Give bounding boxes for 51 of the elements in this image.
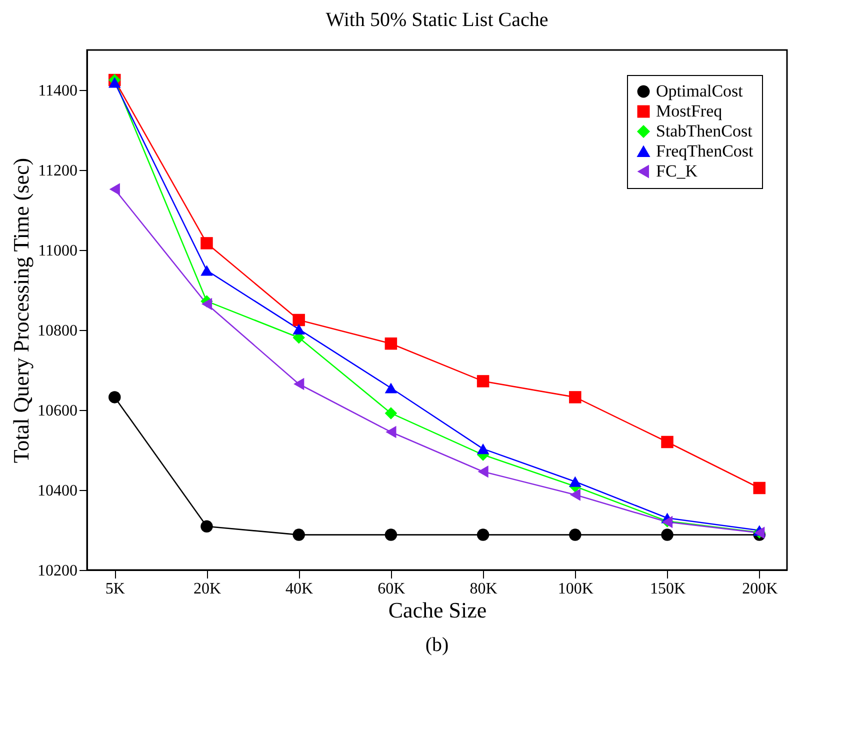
point bbox=[292, 314, 305, 326]
point bbox=[661, 436, 674, 448]
legend-label: StabThenCost bbox=[656, 122, 753, 140]
legend-label: OptimalCost bbox=[656, 82, 744, 100]
text: (b) bbox=[425, 634, 449, 656]
point bbox=[200, 265, 213, 276]
y-tick-label: 10600 bbox=[38, 402, 78, 420]
x-tick-label: 100K bbox=[558, 580, 594, 598]
y-tick-label: 11200 bbox=[38, 162, 78, 180]
point bbox=[292, 324, 305, 335]
x-tick-label: 60K bbox=[378, 580, 406, 598]
point bbox=[661, 528, 674, 541]
y-tick-label: 10400 bbox=[38, 482, 78, 500]
point bbox=[294, 378, 304, 390]
point bbox=[109, 183, 120, 196]
point bbox=[570, 488, 580, 501]
point bbox=[569, 391, 582, 404]
point bbox=[386, 426, 396, 438]
x-tick-label: 40K bbox=[286, 580, 314, 598]
point bbox=[476, 443, 490, 454]
point bbox=[753, 482, 766, 494]
point bbox=[384, 337, 398, 350]
point bbox=[384, 382, 398, 394]
legend-label: MostFreq bbox=[656, 102, 723, 120]
legend-label: FreqThenCost bbox=[656, 142, 754, 160]
y-tick-label: 10200 bbox=[38, 562, 78, 580]
point bbox=[384, 407, 398, 420]
point bbox=[569, 476, 582, 487]
point bbox=[478, 465, 488, 478]
point bbox=[108, 391, 121, 404]
x-tick-label: 5K bbox=[105, 580, 126, 598]
point bbox=[476, 375, 490, 388]
x-tick-label: 150K bbox=[650, 580, 686, 598]
point bbox=[200, 237, 213, 250]
point bbox=[292, 528, 305, 541]
x-axis-title: Cache Size bbox=[388, 598, 487, 622]
point bbox=[201, 298, 212, 310]
y-axis-title: Total Query Processing Time (sec) bbox=[8, 158, 34, 464]
x-tick-label: 200K bbox=[742, 580, 778, 598]
x-tick-label: 20K bbox=[193, 580, 222, 598]
point bbox=[200, 520, 213, 533]
legend-label: FC_K bbox=[656, 162, 698, 180]
point bbox=[569, 528, 582, 541]
y-tick-label: 11400 bbox=[38, 82, 78, 100]
y-tick-label: 10800 bbox=[38, 322, 78, 340]
chart-title: With 50% Static List Cache bbox=[326, 9, 548, 31]
point bbox=[108, 77, 121, 88]
y-tick-label: 11000 bbox=[38, 242, 78, 260]
x-tick-label: 80K bbox=[470, 580, 498, 598]
point bbox=[384, 528, 398, 541]
point bbox=[476, 528, 490, 541]
